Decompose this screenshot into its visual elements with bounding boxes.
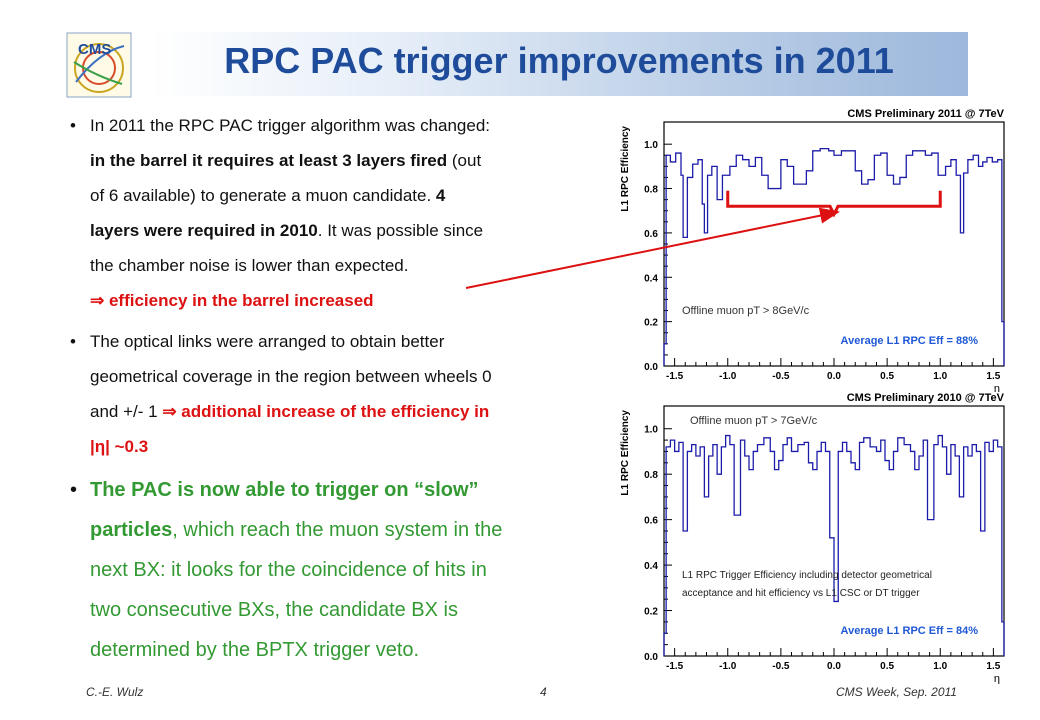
bullet-2-red-3: additional increase of the efficiency in — [176, 402, 490, 421]
x-axis-label: η — [994, 673, 1000, 684]
footer-event: CMS Week, Sep. 2011 — [836, 685, 957, 699]
title-bar — [150, 32, 968, 96]
slide-title: RPC PAC trigger improvements in 2011 — [224, 40, 894, 81]
bullet-2-line-1: The optical links were arranged to obtai… — [90, 332, 445, 351]
pt-cut-annotation: Offline muon pT > 7GeV/c — [690, 415, 818, 427]
x-tick-label: 1.5 — [986, 661, 1000, 672]
bullet-list: • In 2011 the RPC PAC trigger algorithm … — [68, 108, 628, 670]
implies-symbol: ⇒ — [162, 402, 177, 421]
bullet-2-line-2: geometrical coverage in the region betwe… — [90, 367, 492, 386]
bullet-1-bold-3: 4 — [435, 186, 446, 205]
y-axis-label: L1 RPC Efficiency — [620, 126, 631, 212]
bullet-1-line-6: ⇒ efficiency in the barrel increased — [90, 283, 628, 318]
bullet-1-text-3: of 6 available) to generate a muon candi… — [90, 186, 436, 205]
bullet-3-line-3: next BX: it looks for the coincidence of… — [90, 559, 487, 581]
bullet-dot: • — [70, 479, 78, 501]
x-tick-label: 0.0 — [827, 371, 841, 382]
bullet-3: • The PAC is now able to trigger on “slo… — [68, 470, 628, 670]
y-tick-label: 1.0 — [644, 425, 658, 436]
bullet-1-line-1: In 2011 the RPC PAC trigger algorithm wa… — [90, 116, 491, 135]
bullet-1-line-5: the chamber noise is lower than expected… — [90, 256, 409, 275]
plot-frame — [663, 405, 1005, 657]
bullet-1-text-4: . It was possible since — [317, 221, 484, 240]
x-tick-label: 0.5 — [880, 661, 894, 672]
bullet-1-text-2: (out — [447, 151, 482, 170]
efficiency-plot-2011: CMS Preliminary 2011 @ 7TeV L1 RPC Effici… — [620, 108, 1005, 392]
x-axis-label: η — [994, 383, 1000, 392]
bullet-2: • The optical links were arranged to obt… — [68, 324, 628, 464]
average-efficiency-label: Average L1 RPC Eff = 84% — [841, 625, 979, 637]
trigger-note-line-1: L1 RPC Trigger Efficiency including dete… — [682, 570, 932, 581]
plot-title: CMS Preliminary 2010 @ 7TeV — [847, 392, 1005, 404]
y-tick-label: 0.8 — [644, 185, 658, 196]
bullet-3-bold-2: particles — [90, 519, 173, 541]
pt-cut-annotation: Offline muon pT > 8GeV/c — [682, 305, 810, 317]
x-tick-label: 1.5 — [986, 371, 1000, 382]
y-tick-label: 0.4 — [644, 273, 658, 284]
x-tick-label: 1.0 — [933, 661, 947, 672]
x-tick-label: -1.5 — [666, 661, 684, 672]
x-tick-label: -1.0 — [719, 661, 737, 672]
trigger-note-line-2: acceptance and hit efficiency vs L1 CSC … — [682, 588, 920, 599]
y-tick-label: 0.0 — [644, 652, 658, 663]
y-tick-label: 0.8 — [644, 470, 658, 481]
y-tick-label: 0.6 — [644, 516, 658, 527]
footer-page-number: 4 — [540, 685, 547, 699]
y-tick-label: 0.0 — [644, 362, 658, 373]
bullet-dot: • — [70, 332, 76, 351]
cms-logo: CMS — [66, 32, 132, 98]
average-efficiency-label: Average L1 RPC Eff = 88% — [841, 335, 979, 347]
y-tick-label: 1.0 — [644, 140, 658, 151]
y-axis-label: L1 RPC Efficiency — [620, 410, 631, 496]
bullet-2-line-4: |η| ~0.3 — [90, 437, 149, 456]
y-tick-label: 0.2 — [644, 318, 658, 329]
plot-title: CMS Preliminary 2011 @ 7TeV — [847, 108, 1004, 120]
efficiency-histogram — [663, 434, 1005, 656]
efficiency-histogram — [663, 147, 1005, 366]
x-tick-label: -0.5 — [772, 371, 790, 382]
bullet-3-line-1: The PAC is now able to trigger on “slow” — [90, 479, 479, 501]
x-tick-label: -0.5 — [772, 661, 790, 672]
bullet-3-text-2: , which reach the muon system in the — [172, 519, 503, 541]
x-tick-label: 0.5 — [880, 371, 894, 382]
pointer-arrow — [465, 207, 840, 289]
bullet-2-line-3: and +/- 1 ⇒ additional increase of the e… — [90, 394, 628, 429]
bullet-1: • In 2011 the RPC PAC trigger algorithm … — [68, 108, 628, 318]
x-tick-label: -1.0 — [719, 371, 737, 382]
y-tick-label: 0.4 — [644, 561, 658, 572]
efficiency-plot-2010: CMS Preliminary 2010 @ 7TeV L1 RPC Effici… — [620, 392, 1005, 684]
implies-symbol: ⇒ — [90, 291, 105, 310]
bullet-1-line-2: in the barrel it requires at least 3 lay… — [90, 143, 628, 178]
bullet-dot: • — [70, 116, 76, 135]
y-tick-label: 0.2 — [644, 607, 658, 618]
bullet-1-bold-4: layers were required in 2010 — [90, 221, 318, 240]
x-tick-label: 1.0 — [933, 371, 947, 382]
bullet-3-line-2: particles, which reach the muon system i… — [90, 510, 628, 550]
bullet-2-text-3: and +/- 1 — [90, 402, 163, 421]
logo-text: CMS — [78, 41, 111, 58]
y-tick-label: 0.6 — [644, 229, 658, 240]
bullet-1-line-4: layers were required in 2010. It was pos… — [90, 213, 628, 248]
x-tick-label: -1.5 — [666, 371, 684, 382]
bullet-1-bold-1: in the barrel it requires at least 3 lay… — [90, 151, 448, 170]
bullet-1-line-3: of 6 available) to generate a muon candi… — [90, 178, 628, 213]
bullet-3-line-5: determined by the BPTX trigger veto. — [90, 639, 420, 661]
bullet-3-line-4: two consecutive BXs, the candidate BX is — [90, 599, 458, 621]
efficiency-barrel-text: efficiency in the barrel increased — [104, 291, 374, 310]
x-tick-label: 0.0 — [827, 661, 841, 672]
plot-frame — [663, 121, 1005, 367]
footer-author: C.-E. Wulz — [86, 685, 144, 699]
